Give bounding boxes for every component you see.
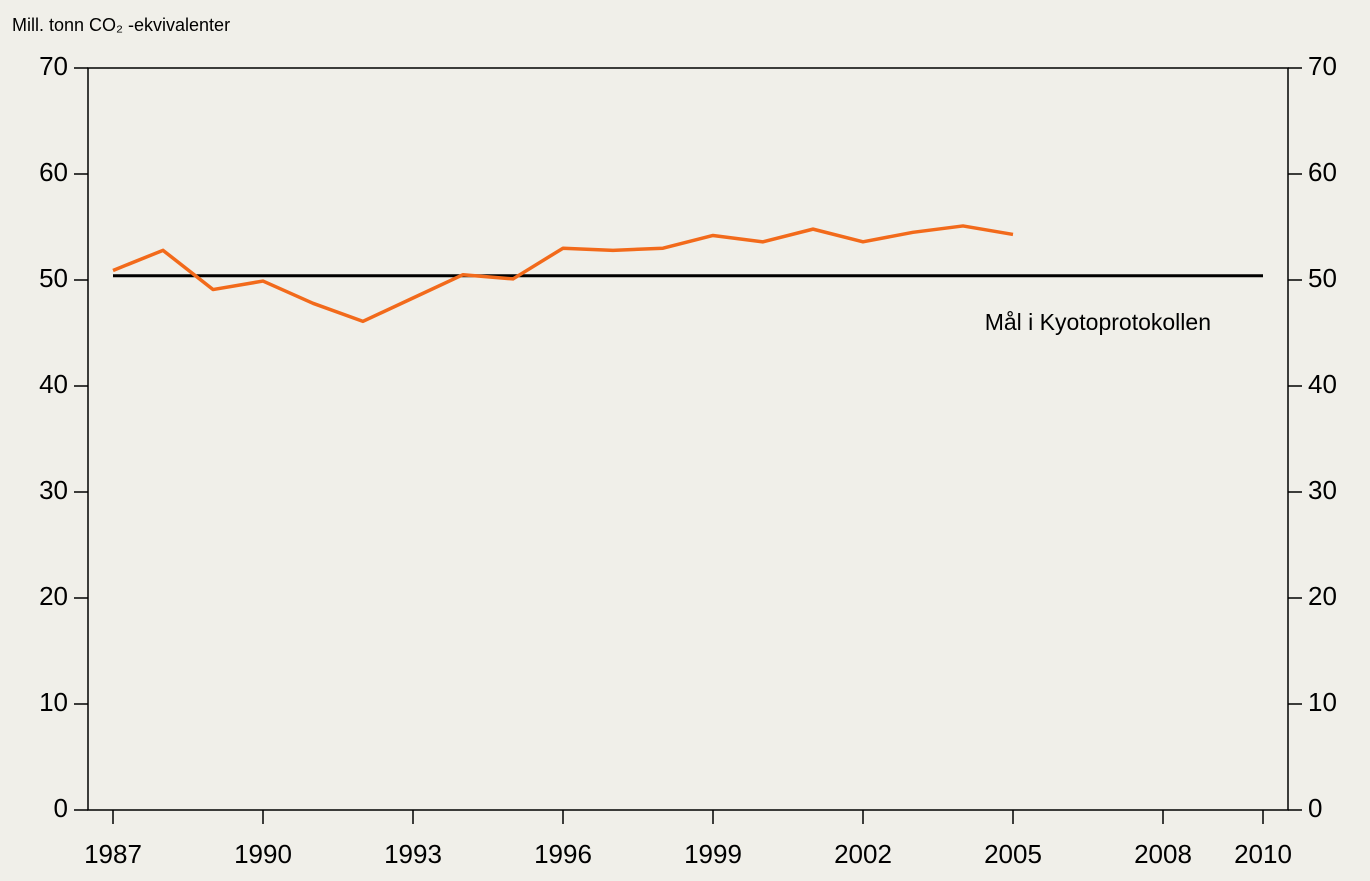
y-tick-label: 0: [54, 793, 68, 823]
y-tick-label: 30: [39, 475, 68, 505]
y2-tick-label: 40: [1308, 369, 1337, 399]
x-tick-label: 1999: [684, 839, 742, 869]
y2-tick-label: 70: [1308, 51, 1337, 81]
x-tick-label: 2002: [834, 839, 892, 869]
x-tick-label: 1996: [534, 839, 592, 869]
x-tick-label: 1993: [384, 839, 442, 869]
y2-tick-label: 10: [1308, 687, 1337, 717]
y-tick-label: 50: [39, 263, 68, 293]
y-tick-label: 20: [39, 581, 68, 611]
y-tick-label: 10: [39, 687, 68, 717]
y2-tick-label: 20: [1308, 581, 1337, 611]
y2-tick-label: 60: [1308, 157, 1337, 187]
plot-frame: [87, 67, 1289, 811]
reference-line-label: Mål i Kyotoprotokollen: [985, 309, 1211, 335]
y2-tick-label: 0: [1308, 793, 1322, 823]
x-tick-label: 2008: [1134, 839, 1192, 869]
y-tick-label: 40: [39, 369, 68, 399]
data-line: [112, 224, 1014, 324]
x-tick-label: 2005: [984, 839, 1042, 869]
y2-tick-label: 30: [1308, 475, 1337, 505]
y-tick-label: 70: [39, 51, 68, 81]
y2-tick-label: 50: [1308, 263, 1337, 293]
x-tick-label: 1990: [234, 839, 292, 869]
y-axis-label: Mill. tonn CO₂ -ekvivalenter: [12, 15, 230, 35]
y-tick-label: 60: [39, 157, 68, 187]
x-tick-label: 2010: [1234, 839, 1292, 869]
x-tick-label: 1987: [84, 839, 142, 869]
